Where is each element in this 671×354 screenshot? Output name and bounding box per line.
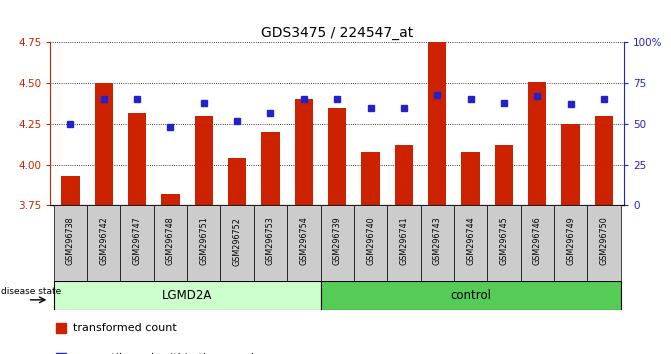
Bar (261, 132, 280, 205)
Title: GDS3475 / 224547_at: GDS3475 / 224547_at (261, 26, 413, 40)
FancyBboxPatch shape (154, 205, 187, 281)
Text: GSM296739: GSM296739 (333, 217, 342, 266)
Bar (595, 116, 613, 205)
Text: control: control (450, 289, 491, 302)
Text: GSM296738: GSM296738 (66, 217, 75, 266)
Text: GSM296754: GSM296754 (299, 217, 308, 266)
Text: GSM296751: GSM296751 (199, 217, 208, 266)
Text: disease state: disease state (1, 287, 61, 296)
Text: percentile rank within the sample: percentile rank within the sample (72, 353, 260, 354)
Bar (395, 145, 413, 205)
Bar (328, 108, 346, 205)
Bar (528, 81, 546, 205)
FancyBboxPatch shape (554, 205, 587, 281)
FancyBboxPatch shape (354, 205, 387, 281)
Text: LGMD2A: LGMD2A (162, 289, 212, 302)
Text: GSM296750: GSM296750 (599, 217, 609, 266)
Text: GSM296753: GSM296753 (266, 217, 275, 266)
FancyBboxPatch shape (321, 281, 621, 310)
FancyBboxPatch shape (187, 205, 221, 281)
FancyBboxPatch shape (54, 205, 87, 281)
Bar (161, 194, 180, 205)
Text: GSM296743: GSM296743 (433, 217, 442, 266)
FancyBboxPatch shape (87, 205, 120, 281)
Bar (195, 116, 213, 205)
Bar (61, 176, 79, 205)
Text: GSM296744: GSM296744 (466, 217, 475, 266)
FancyBboxPatch shape (487, 205, 521, 281)
Bar (95, 83, 113, 205)
Text: GSM296741: GSM296741 (399, 217, 409, 266)
FancyBboxPatch shape (387, 205, 421, 281)
Text: GSM296748: GSM296748 (166, 217, 175, 266)
Text: GSM296740: GSM296740 (366, 217, 375, 266)
Text: GSM296742: GSM296742 (99, 217, 108, 266)
Bar (562, 124, 580, 205)
FancyBboxPatch shape (254, 205, 287, 281)
Bar (495, 145, 513, 205)
FancyBboxPatch shape (54, 281, 321, 310)
Text: GSM296746: GSM296746 (533, 217, 541, 266)
FancyBboxPatch shape (221, 205, 254, 281)
Text: transformed count: transformed count (72, 322, 176, 333)
Bar (295, 99, 313, 205)
FancyBboxPatch shape (521, 205, 554, 281)
FancyBboxPatch shape (321, 205, 354, 281)
Bar (362, 152, 380, 205)
Bar (428, 41, 446, 205)
Text: GSM296749: GSM296749 (566, 217, 575, 266)
FancyBboxPatch shape (421, 205, 454, 281)
Bar (462, 152, 480, 205)
FancyBboxPatch shape (454, 205, 487, 281)
FancyBboxPatch shape (120, 205, 154, 281)
Text: GSM296752: GSM296752 (233, 217, 242, 266)
Bar (128, 113, 146, 205)
Text: GSM296747: GSM296747 (133, 217, 142, 266)
Text: GSM296745: GSM296745 (499, 217, 509, 266)
FancyBboxPatch shape (587, 205, 621, 281)
FancyBboxPatch shape (287, 205, 321, 281)
Bar (228, 158, 246, 205)
